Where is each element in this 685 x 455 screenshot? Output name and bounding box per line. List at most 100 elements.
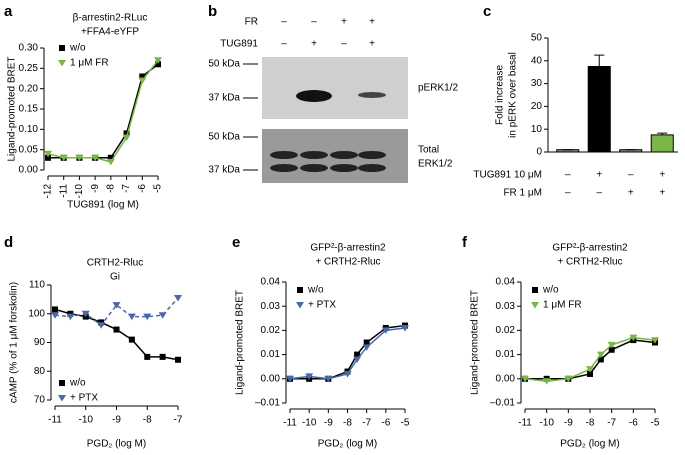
- marker: [401, 324, 409, 332]
- x-tick-label: -11: [48, 415, 62, 426]
- y-tick-label: 0.00: [261, 373, 281, 384]
- chart-title: GFP²-β-arrestin2: [310, 243, 386, 254]
- marker: [587, 370, 593, 377]
- marker: [113, 326, 120, 333]
- legend-label: w/o: [69, 378, 86, 389]
- marker: [305, 373, 314, 380]
- y-axis-label: Ligand-promoted BRET: [470, 290, 481, 395]
- blot-bands: [270, 151, 386, 172]
- y-axis-label: Ligand-promoted BRET: [235, 290, 246, 395]
- x-tick-label: -7: [607, 418, 616, 429]
- chart-title: GFP²-β-arrestin2: [552, 243, 628, 254]
- marker: [81, 310, 90, 318]
- y-axis-label: Ligand-promoted BRET: [7, 56, 18, 161]
- marker: [362, 344, 371, 351]
- row-sign: –: [281, 17, 287, 28]
- x-tick-label: -6: [137, 184, 148, 193]
- condition-sign: –: [596, 188, 602, 199]
- condition-sign: +: [659, 188, 665, 199]
- chart-panel: f GFP²-β-arrestin2 + CRTH2-Rluc –0.01 0.00 0.…: [462, 234, 660, 450]
- legend-label: 1 μM FR: [70, 58, 109, 69]
- marker: [58, 395, 66, 402]
- fit-line: [54, 297, 179, 327]
- chart-panel: c 0 10 20 30 40 50 – – + – – + + + TUG891 10 μM FR 1 μM F…: [473, 3, 678, 199]
- bar: [650, 134, 674, 153]
- error-bar: [657, 132, 668, 135]
- y-tick-label: 90: [34, 337, 46, 348]
- y-tick-label: 0.30: [19, 43, 39, 54]
- chart-panel: d CRTH2-Rluc Gi 70 80 90 100 110 -11 -10 -9 -8 -7 w/o…: [4, 234, 183, 450]
- error-bar: [594, 54, 605, 67]
- marker: [154, 57, 162, 64]
- marker: [138, 77, 147, 85]
- y-tick-label: –0.01: [490, 398, 515, 409]
- marker: [91, 154, 100, 162]
- x-tick-label: -11: [518, 418, 532, 429]
- condition-sign: –: [565, 188, 571, 199]
- marker: [297, 287, 303, 293]
- marker: [353, 356, 362, 363]
- x-tick-label: -7: [121, 184, 132, 193]
- marker: [651, 337, 659, 344]
- panel-letter: c: [483, 3, 491, 20]
- condition-sign: –: [565, 170, 571, 181]
- legend-label: + PTX: [308, 300, 336, 311]
- x-tick-label: -9: [112, 415, 121, 426]
- y-tick-label: 30: [531, 78, 543, 89]
- marker: [586, 366, 594, 373]
- panel-letter: d: [4, 234, 13, 251]
- x-tick-label: -11: [58, 184, 69, 198]
- y-tick-label: 10: [531, 124, 543, 135]
- y-tick-label: 110: [29, 280, 45, 291]
- row-sign: –: [281, 39, 287, 50]
- blot-panel: b FR TUG891 – – + + – + – + 50 kDa 37 kD…: [208, 3, 458, 183]
- x-tick-label: -9: [90, 184, 101, 193]
- marker: [343, 370, 352, 378]
- marker: [106, 158, 115, 166]
- marker: [629, 334, 638, 342]
- x-tick-label: -5: [153, 184, 164, 193]
- x-tick-label: -11: [283, 418, 297, 429]
- row-sign: –: [341, 39, 347, 50]
- marker: [122, 134, 131, 141]
- x-tick-label: -8: [143, 415, 152, 426]
- panel-letter: e: [232, 234, 240, 251]
- y-tick-label: 0.01: [261, 349, 281, 360]
- x-tick-label: -6: [381, 418, 390, 429]
- x-tick-label: -10: [302, 418, 317, 429]
- marker: [564, 375, 573, 383]
- y-tick-label: 0.02: [261, 325, 281, 336]
- marker: [354, 351, 361, 358]
- y-tick-label: –0.01: [255, 398, 280, 409]
- marker: [45, 154, 51, 161]
- marker: [286, 375, 294, 383]
- y-axis-label: Fold increase: [495, 65, 506, 125]
- condition-sign: +: [628, 188, 634, 199]
- marker: [123, 130, 130, 137]
- row-sign: +: [341, 17, 347, 28]
- x-tick-label: -8: [343, 418, 352, 429]
- x-tick-label: -5: [401, 418, 410, 429]
- y-tick-label: 50: [531, 33, 543, 44]
- marker: [51, 312, 59, 319]
- x-tick-label: -5: [651, 418, 660, 429]
- marker: [107, 154, 114, 161]
- marker: [112, 302, 121, 309]
- marker: [143, 313, 152, 321]
- chart-title: + CRTH2-Rluc: [557, 257, 622, 268]
- y-tick-label: 0.02: [496, 325, 516, 336]
- fit-line: [54, 308, 179, 361]
- y-tick-label: 70: [34, 395, 46, 406]
- y-tick-label: 0.04: [496, 277, 516, 288]
- panel-letter: f: [462, 234, 468, 251]
- marker: [521, 375, 529, 383]
- legend-label: + PTX: [70, 393, 98, 404]
- kda-marker: 37 kDa: [208, 165, 240, 176]
- row-sign: –: [311, 17, 317, 28]
- chart-title: β-arrestin2-RLuc: [73, 13, 148, 24]
- chart-title: Gi: [110, 272, 120, 283]
- y-tick-label: 0.03: [261, 301, 281, 312]
- marker: [158, 312, 167, 319]
- marker: [608, 346, 615, 353]
